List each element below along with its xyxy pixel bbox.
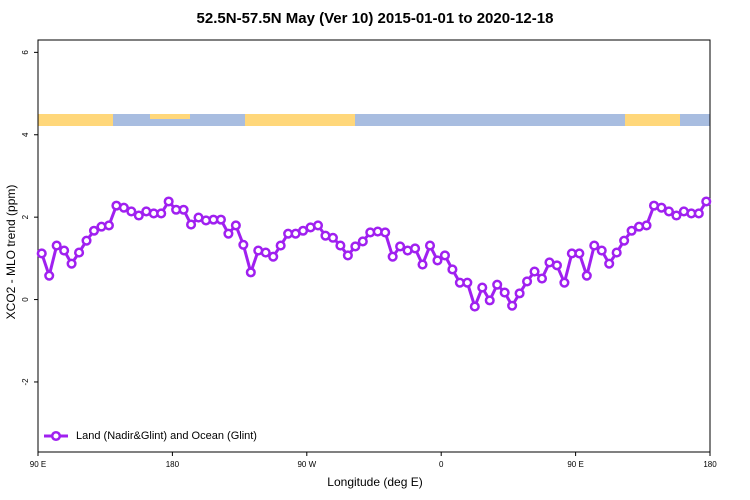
data-point (223, 228, 234, 239)
data-point (103, 220, 114, 231)
data-point (126, 206, 137, 217)
data-point (215, 214, 226, 225)
y-tick-label: 2 (21, 214, 30, 219)
data-point (380, 227, 391, 238)
x-tick-label: 0 (439, 460, 444, 469)
data-point (507, 300, 518, 311)
data-point (387, 251, 398, 262)
data-point (514, 288, 525, 299)
data-point (357, 236, 368, 247)
data-point (350, 241, 361, 252)
data-point (656, 202, 667, 213)
y-tick-label: 4 (21, 132, 30, 137)
data-point (268, 251, 279, 262)
data-point (81, 235, 92, 246)
data-point (469, 301, 480, 312)
data-point (424, 240, 436, 251)
data-point (417, 259, 428, 270)
legend-swatch-marker (50, 430, 62, 442)
data-point (581, 270, 592, 281)
data-point (163, 196, 174, 207)
data-point (499, 287, 510, 298)
land-ocean-strip (38, 114, 710, 126)
data-point (260, 247, 271, 258)
data-point (604, 258, 615, 269)
x-tick-label: 90 W (297, 460, 316, 469)
land-strip (150, 114, 190, 119)
y-tick-label: 0 (21, 297, 30, 302)
data-point (66, 258, 77, 269)
data-point (238, 239, 249, 250)
data-point (484, 295, 495, 306)
data-point (619, 235, 630, 246)
data-point (611, 247, 622, 258)
data-point (74, 247, 85, 258)
x-tick-label: 90 E (30, 460, 46, 469)
data-point (693, 208, 704, 219)
data-point (596, 245, 607, 256)
x-tick-label: 180 (166, 460, 180, 469)
data-point (36, 248, 47, 259)
land-strip (625, 114, 680, 126)
x-axis-label: Longitude (deg E) (327, 475, 422, 489)
data-point (701, 196, 712, 207)
data-point (342, 250, 353, 261)
data-point (327, 232, 338, 243)
data-point (410, 243, 421, 254)
chart-title: 52.5N-57.5N May (Ver 10) 2015-01-01 to 2… (197, 10, 554, 27)
data-point (335, 240, 346, 251)
data-point (447, 264, 458, 275)
data-point (133, 210, 144, 221)
data-point (574, 248, 585, 259)
ocean-strip (38, 114, 710, 126)
data-point (626, 225, 637, 236)
data-point (156, 208, 167, 219)
data-point (589, 240, 600, 251)
data-point (551, 260, 562, 271)
plot-frame (37, 39, 711, 453)
data-point (230, 220, 241, 231)
data-point (178, 204, 189, 215)
data-point (59, 245, 70, 256)
data-point (312, 220, 324, 231)
data-point (275, 240, 286, 251)
data-point (51, 240, 62, 251)
data-point (522, 276, 533, 287)
data-point (663, 206, 674, 217)
land-strip (38, 114, 113, 126)
legend-label: Land (Nadir&Glint) and Ocean (Glint) (76, 430, 257, 442)
data-point (186, 219, 197, 230)
data-point (439, 250, 450, 261)
data-point (671, 210, 682, 221)
data-point (395, 241, 406, 252)
x-tick-label: 90 E (567, 460, 583, 469)
data-point (529, 266, 540, 277)
data-point (118, 202, 129, 213)
x-tick-label: 180 (703, 460, 717, 469)
data-point (559, 277, 570, 288)
y-axis-label: XCO2 - MLO trend (ppm) (4, 185, 18, 320)
data-point (44, 270, 55, 281)
y-tick-label: 6 (21, 50, 30, 55)
data-point (432, 255, 443, 266)
y-tick-label: -2 (21, 378, 30, 386)
data-point (245, 267, 256, 278)
data-point (88, 225, 100, 236)
data-point (477, 282, 488, 293)
data-point (536, 273, 548, 284)
land-strip (245, 114, 355, 126)
data-point (492, 279, 503, 290)
data-point (641, 220, 652, 231)
data-point (462, 277, 473, 288)
